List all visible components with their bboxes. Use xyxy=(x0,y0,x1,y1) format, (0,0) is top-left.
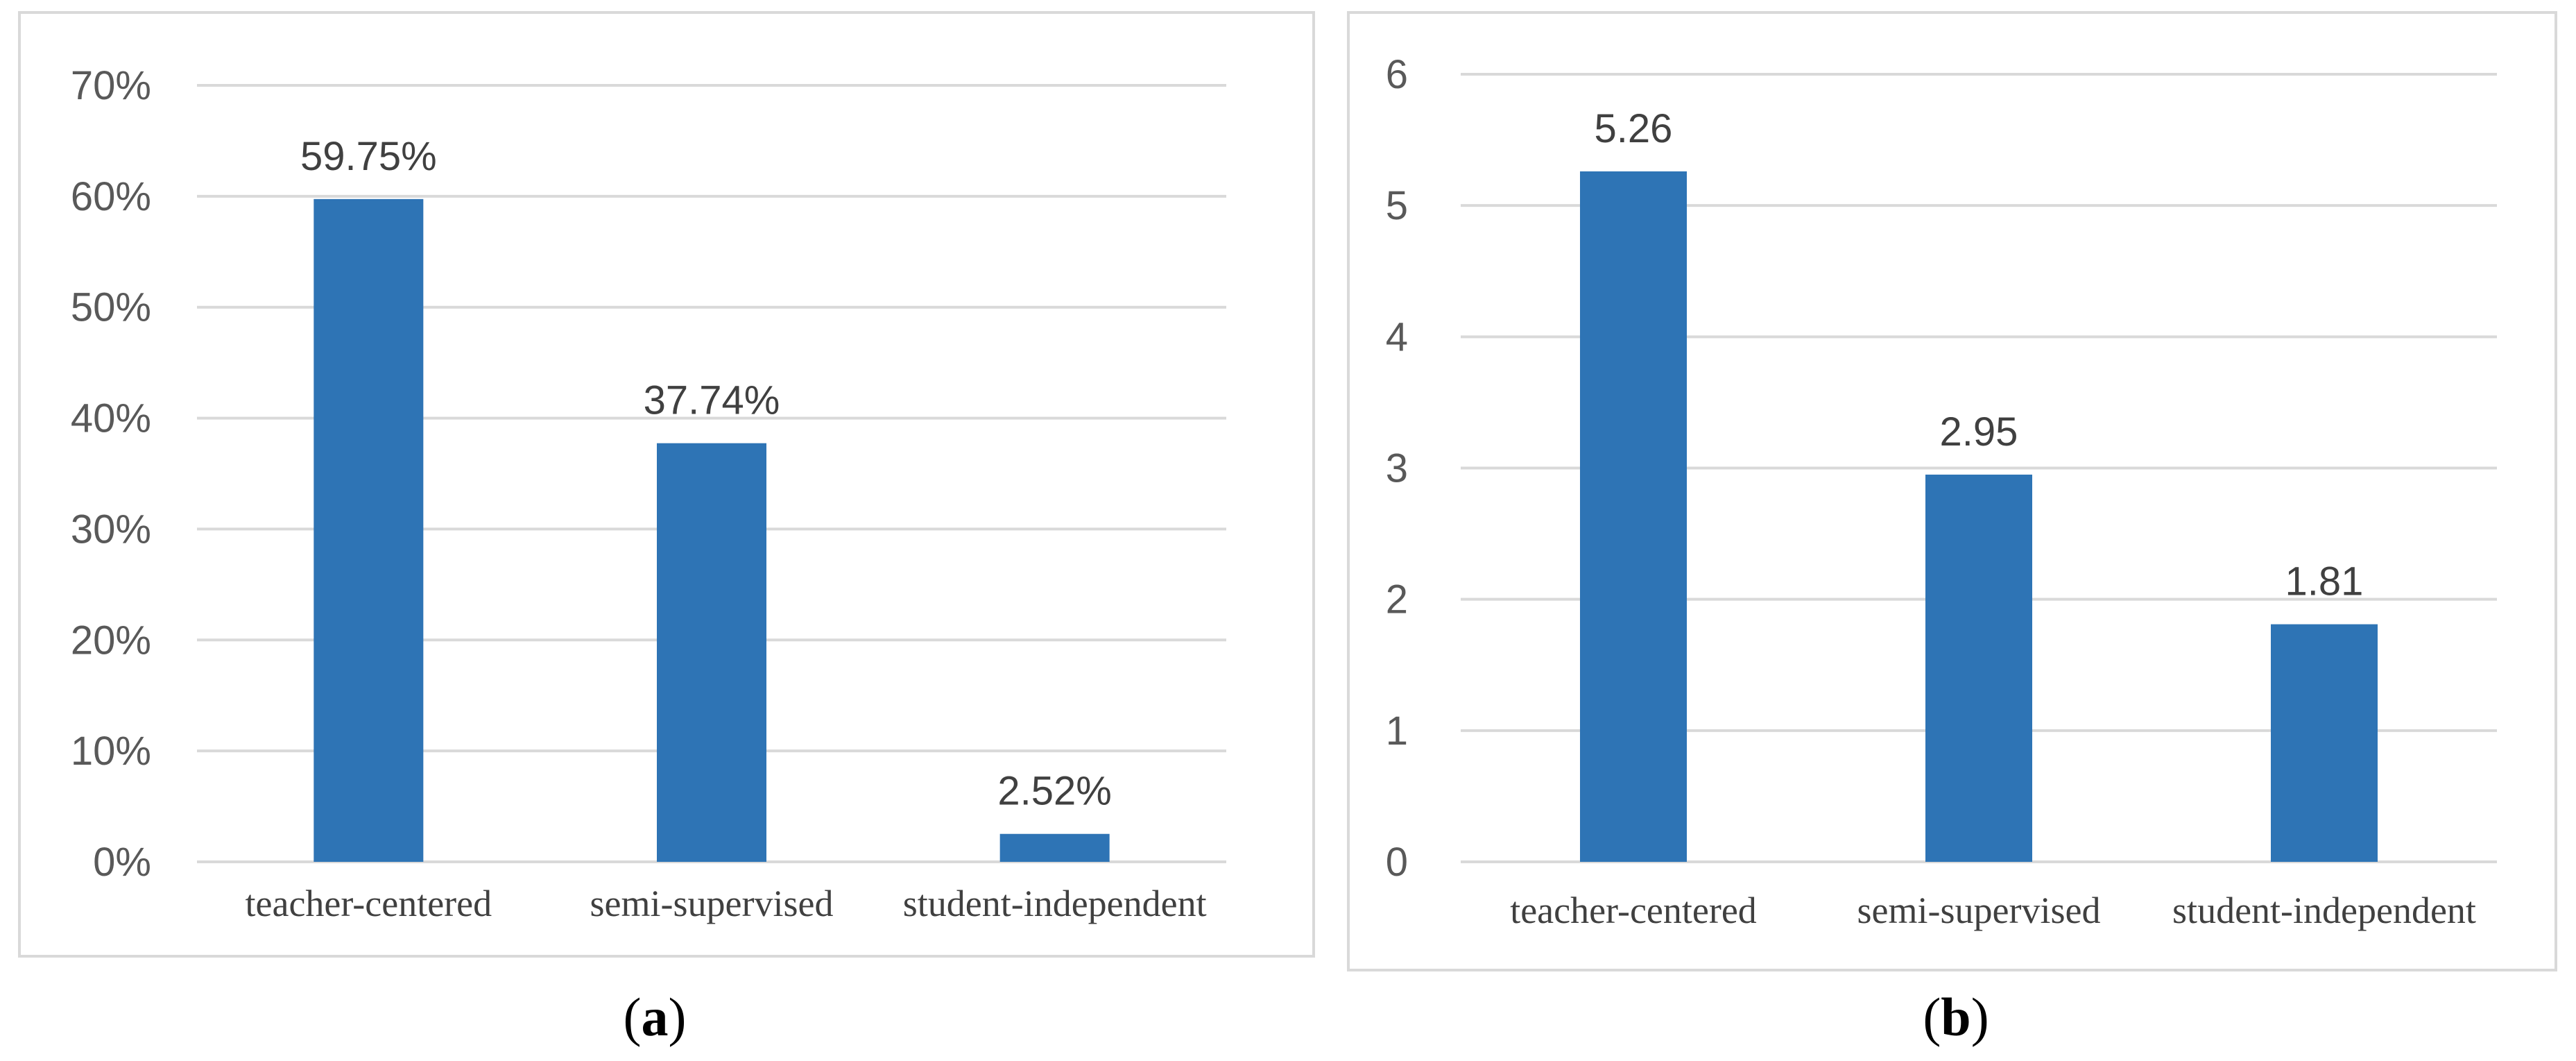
data-label: 37.74% xyxy=(644,378,780,423)
y-tick-label: 50% xyxy=(71,285,151,330)
x-tick-label: semi-supervised xyxy=(590,883,834,924)
y-tick-label: 0 xyxy=(1386,840,1408,885)
bar-semi-supervised xyxy=(657,443,766,862)
y-tick-label: 0% xyxy=(93,840,151,885)
y-tick-label: 6 xyxy=(1386,52,1408,97)
y-tick-label: 5 xyxy=(1386,183,1408,228)
y-tick-label: 3 xyxy=(1386,446,1408,491)
x-tick-label: student-independent xyxy=(903,883,1207,924)
x-tick-label: student-independent xyxy=(2172,890,2476,931)
data-label: 2.95 xyxy=(1940,409,2018,455)
bar-student-independent xyxy=(999,833,1110,862)
bar-teacher-centered xyxy=(314,198,424,862)
y-tick-label: 10% xyxy=(71,729,151,774)
y-tick-label: 60% xyxy=(71,174,151,219)
chart-b: 0 1 2 3 4 5 6 5.26 teacher-centered 2.95 semi-supe… xyxy=(1347,11,2557,1047)
data-label: 59.75% xyxy=(300,134,437,179)
data-label: 1.81 xyxy=(2285,559,2364,604)
x-tick-label: semi-supervised xyxy=(1857,890,2101,931)
y-tick-label: 4 xyxy=(1386,314,1408,359)
y-tick-label: 40% xyxy=(71,396,151,441)
panel-caption: (b) xyxy=(1923,987,1989,1047)
bar-student-independent xyxy=(2271,624,2378,862)
data-label: 5.26 xyxy=(1595,106,1673,151)
y-tick-label: 70% xyxy=(71,63,151,108)
bar-teacher-centered xyxy=(1580,171,1687,862)
y-tick-label: 2 xyxy=(1386,577,1408,622)
y-tick-label: 30% xyxy=(71,507,151,552)
bar-semi-supervised xyxy=(1925,474,2032,862)
data-label: 2.52% xyxy=(997,769,1111,814)
chart-a: 0% 10% 20% 30% 40% 50% 60% 70% 59.75% teacher-cen… xyxy=(18,11,1315,1047)
panel-caption: (a) xyxy=(624,987,687,1047)
x-tick-label: teacher-centered xyxy=(1510,890,1757,931)
y-tick-label: 1 xyxy=(1386,708,1408,754)
y-tick-label: 20% xyxy=(71,618,151,663)
x-tick-label: teacher-centered xyxy=(246,883,492,924)
